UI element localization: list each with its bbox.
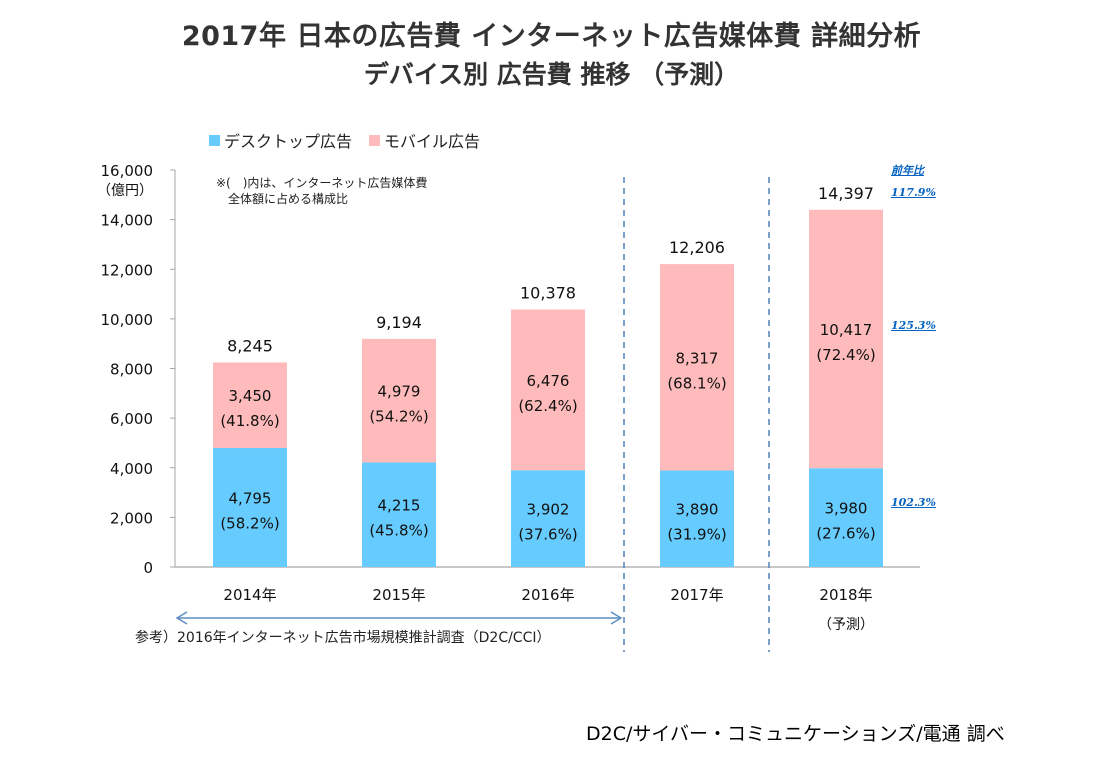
y-tick-label: 8,000 <box>110 361 153 379</box>
data-label-total: 9,194 <box>376 313 422 332</box>
bar-mobile <box>511 309 585 471</box>
yoy-header: 前年比 <box>891 164 924 177</box>
y-tick-label: 0 <box>143 559 153 577</box>
y-tick-label: 16,000 <box>101 162 154 180</box>
data-label-desktop-share: (31.9%) <box>667 526 726 544</box>
range-arrow-left-head <box>175 611 188 625</box>
data-label-mobile-share: (62.4%) <box>518 397 577 415</box>
yoy-total: 117.9% <box>891 186 936 199</box>
x-tick-label: 2016年 <box>521 586 574 604</box>
legend-item-mobile: モバイル広告 <box>369 128 480 152</box>
bar-mobile <box>809 209 883 469</box>
data-label-desktop-share: (27.6%) <box>816 525 875 543</box>
data-label-mobile-share: (72.4%) <box>816 346 875 364</box>
bar-mobile <box>362 338 436 463</box>
chart-subtitle: デバイス別 広告費 推移 （予測） <box>363 60 740 89</box>
data-label-total: 10,378 <box>520 283 576 302</box>
x-tick-label: 2017年 <box>670 586 723 604</box>
data-label-desktop-value: 4,795 <box>229 490 272 508</box>
bar-mobile <box>213 362 287 449</box>
data-label-mobile-share: (41.8%) <box>220 412 279 430</box>
reference-note: 参考）2016年インターネット広告市場規模推計調査（D2C/CCI） <box>135 630 551 646</box>
data-label-desktop-share: (45.8%) <box>369 522 428 540</box>
bar-desktop <box>809 468 883 567</box>
range-arrow-right-head <box>610 611 623 625</box>
data-label-desktop-share: (37.6%) <box>518 526 577 544</box>
x-tick-sublabel: （予測） <box>818 617 874 633</box>
bar-desktop <box>362 462 436 567</box>
y-tick-label: 14,000 <box>101 212 154 230</box>
data-label-mobile-value: 3,450 <box>229 387 272 405</box>
data-label-desktop-share: (58.2%) <box>220 515 279 533</box>
x-tick-label: 2015年 <box>372 586 425 604</box>
bar-desktop <box>660 470 734 567</box>
data-label-total: 12,206 <box>669 238 725 257</box>
y-axis-unit-label: （億円） <box>97 183 153 199</box>
y-tick-label: 10,000 <box>101 311 154 329</box>
legend-label-mobile: モバイル広告 <box>384 132 481 151</box>
y-tick-label: 12,000 <box>101 261 154 279</box>
data-label-desktop-value: 3,980 <box>825 500 868 518</box>
data-label-mobile-value: 10,417 <box>820 321 873 339</box>
data-label-desktop-value: 3,902 <box>527 501 570 519</box>
bar-desktop <box>511 470 585 567</box>
legend-label-desktop: デスクトップ広告 <box>224 132 353 151</box>
legend-swatch-desktop <box>209 134 220 146</box>
data-label-mobile-share: (54.2%) <box>369 408 428 426</box>
data-label-mobile-value: 8,317 <box>676 349 719 367</box>
chart-note: ※( )内は、インターネット広告媒体費 全体額に占める構成比 <box>216 176 428 206</box>
source-credit: D2C/サイバー・コミュニケーションズ/電通 調べ <box>586 723 1005 745</box>
x-tick-label: 2014年 <box>223 586 276 604</box>
yoy-mobile: 125.3% <box>891 319 936 332</box>
data-label-mobile-value: 6,476 <box>527 372 570 390</box>
data-label-total: 14,397 <box>818 184 874 203</box>
legend-item-desktop: デスクトップ広告 <box>209 128 352 152</box>
bar-mobile <box>660 264 734 471</box>
data-label-desktop-value: 3,890 <box>676 501 719 519</box>
y-tick-label: 6,000 <box>110 410 153 428</box>
data-label-desktop-value: 4,215 <box>378 497 421 515</box>
bar-desktop <box>213 448 287 567</box>
data-label-mobile-share: (68.1%) <box>667 374 726 392</box>
x-tick-label: 2018年 <box>819 586 872 604</box>
y-tick-label: 4,000 <box>110 460 153 478</box>
data-label-total: 8,245 <box>227 336 273 355</box>
y-tick-label: 2,000 <box>110 509 153 527</box>
yoy-desktop: 102.3% <box>891 496 936 509</box>
chart-title: 2017年 日本の広告費 インターネット広告媒体費 詳細分析 <box>181 21 922 52</box>
legend-swatch-mobile <box>369 134 380 146</box>
data-label-mobile-value: 4,979 <box>378 383 421 401</box>
